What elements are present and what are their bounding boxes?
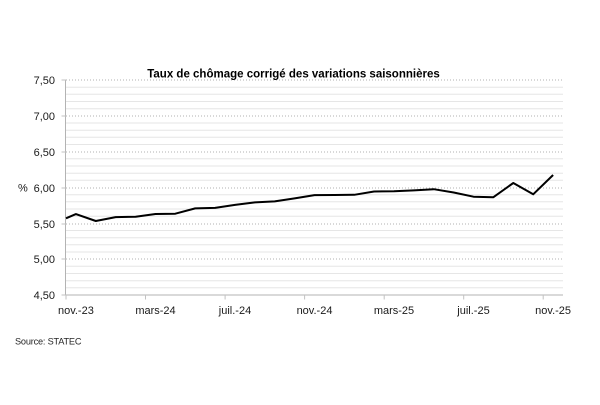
svg-text:mars-25: mars-25 (374, 305, 414, 317)
svg-text:%: % (18, 183, 28, 195)
svg-text:nov.-25: nov.-25 (535, 305, 571, 317)
svg-text:5,00: 5,00 (34, 254, 55, 266)
svg-text:6,00: 6,00 (34, 183, 55, 195)
svg-text:juil.-25: juil.-25 (456, 305, 489, 317)
svg-text:5,50: 5,50 (34, 219, 55, 231)
svg-text:nov.-23: nov.-23 (58, 305, 94, 317)
svg-text:7,00: 7,00 (34, 111, 55, 123)
svg-text:Taux de chômage corrigé des va: Taux de chômage corrigé des variations s… (147, 69, 440, 81)
svg-text:juil.-24: juil.-24 (218, 305, 251, 317)
svg-text:mars-24: mars-24 (135, 305, 175, 317)
svg-text:4,50: 4,50 (34, 290, 55, 302)
svg-text:Source: STATEC: Source: STATEC (15, 337, 82, 347)
svg-text:7,50: 7,50 (34, 75, 55, 87)
svg-text:nov.-24: nov.-24 (297, 305, 333, 317)
svg-text:6,50: 6,50 (34, 147, 55, 159)
